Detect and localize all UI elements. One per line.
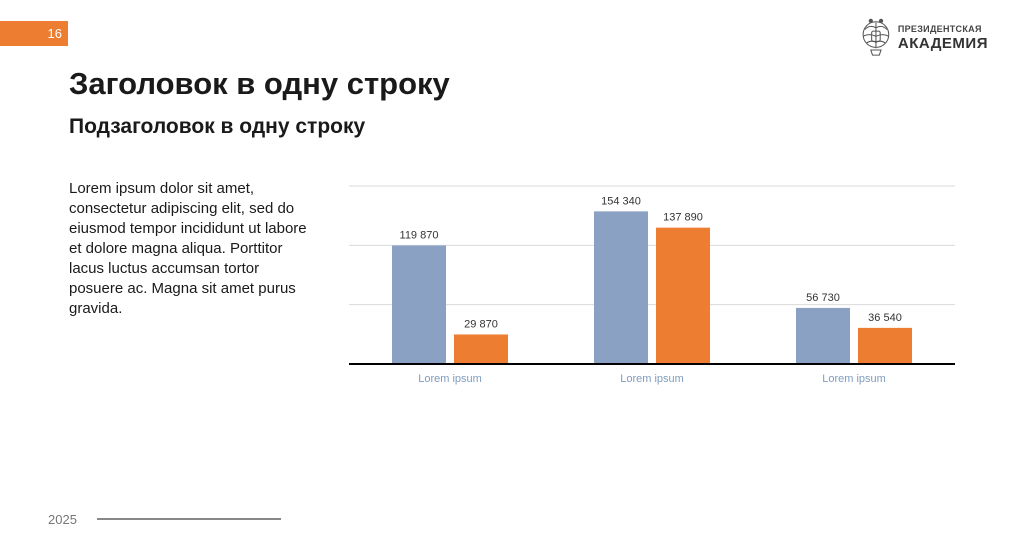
logo-line-2: АКАДЕМИЯ [897, 35, 988, 52]
chart-bar [454, 334, 508, 364]
footer-year: 2025 [48, 512, 77, 527]
chart-bar [796, 307, 850, 364]
page-number: 16 [47, 26, 62, 41]
chart-data-label: 137 890 [663, 212, 703, 224]
academy-logo: ПРЕЗИДЕНТСКАЯ АКАДЕМИЯ [858, 8, 988, 68]
chart-bar [858, 327, 912, 364]
chart-category-label: Lorem ipsum [620, 373, 684, 385]
chart-category-label: Lorem ipsum [822, 373, 886, 385]
slide-subtitle: Подзаголовок в одну строку [69, 115, 366, 138]
logo-line-1: ПРЕЗИДЕНТСКАЯ [897, 24, 982, 34]
slide-title: Заголовок в одну строку [69, 66, 450, 101]
chart-bar [594, 211, 648, 364]
chart-data-label: 154 340 [601, 195, 641, 207]
chart-bar [656, 227, 710, 364]
eagle-emblem-icon [862, 18, 890, 56]
chart-data-label: 36 540 [868, 312, 902, 324]
footer-divider [97, 518, 281, 520]
bar-chart: 119 870 29 870 Lorem ipsum 154 340 137 890 Lo… [349, 185, 955, 385]
chart-data-label: 29 870 [464, 318, 498, 330]
body-paragraph: Lorem ipsum dolor sit amet, consectetur … [69, 180, 307, 317]
chart-data-label: 119 870 [400, 229, 439, 241]
chart-category-label: Lorem ipsum [418, 373, 482, 385]
chart-bar [392, 245, 446, 364]
chart-data-label: 56 730 [806, 292, 840, 304]
page-number-badge: 16 [0, 21, 68, 46]
